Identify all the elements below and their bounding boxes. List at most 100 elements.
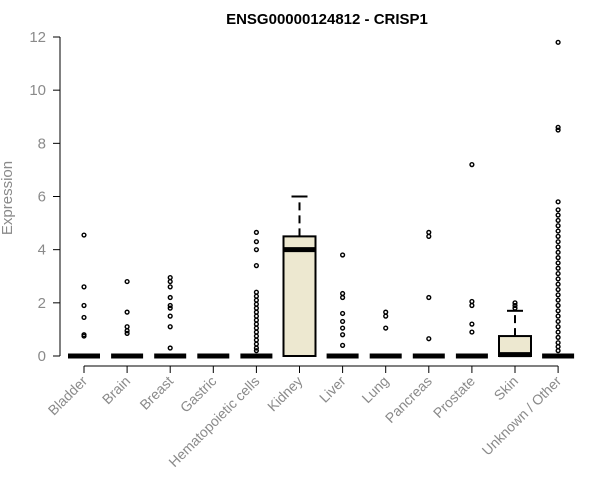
outlier-point: [253, 325, 259, 331]
box-breast: [154, 274, 187, 359]
outlier-point: [167, 305, 173, 311]
outlier-point: [253, 348, 259, 354]
x-tick-label: Lung: [358, 373, 391, 406]
outlier-point: [253, 333, 259, 339]
outlier-point: [555, 244, 561, 250]
y-tick-label: 2: [38, 295, 46, 312]
outlier-point: [167, 284, 173, 290]
outlier-point: [253, 293, 259, 299]
outlier-point: [555, 344, 561, 350]
box-liver: [326, 252, 359, 359]
outlier-point: [340, 290, 346, 297]
outlier-point: [555, 199, 561, 205]
outlier-point: [340, 294, 346, 301]
outlier-point: [555, 281, 561, 287]
outlier-point: [555, 233, 561, 239]
y-tick-label: 10: [29, 82, 46, 99]
outlier-point: [426, 336, 432, 342]
outlier-point: [383, 325, 389, 331]
box-prostate: [455, 162, 488, 359]
outlier-point: [81, 302, 87, 309]
outlier-point: [469, 162, 475, 168]
outlier-point: [253, 305, 259, 311]
outlier-point: [253, 229, 259, 235]
outlier-point: [512, 302, 518, 309]
outlier-point: [512, 300, 518, 306]
outlier-point: [253, 313, 259, 319]
outlier-point: [81, 314, 87, 321]
outlier-point: [555, 265, 561, 271]
outlier-point: [253, 345, 259, 351]
outlier-point: [426, 233, 432, 239]
box-unknown-other: [542, 39, 575, 359]
box-pancreas: [412, 229, 445, 359]
outlier-point: [253, 329, 259, 335]
outlier-point: [512, 305, 518, 311]
x-tick-label: Gastric: [177, 373, 220, 416]
outlier-point: [253, 321, 259, 327]
box-lung: [369, 309, 402, 359]
outlier-point: [469, 321, 475, 327]
y-tick-label: 12: [29, 29, 46, 46]
x-tick-label: Skin: [491, 373, 522, 404]
outlier-point: [555, 239, 561, 245]
outlier-point: [253, 309, 259, 315]
outlier-point: [555, 223, 561, 229]
outlier-point: [555, 260, 561, 266]
outlier-point: [555, 308, 561, 314]
outlier-point: [383, 313, 389, 319]
x-tick-label: Brain: [99, 373, 133, 407]
y-axis: 0 2 4 6 8 10 12: [29, 29, 61, 365]
outlier-point: [555, 249, 561, 255]
outlier-point: [426, 294, 432, 301]
outlier-point: [340, 318, 346, 325]
box-brain: [111, 278, 144, 359]
outlier-point: [555, 286, 561, 293]
box-kidney: [282, 195, 317, 357]
outlier-point: [124, 328, 130, 334]
outlier-point: [253, 337, 259, 343]
y-tick-label: 4: [38, 242, 46, 259]
outlier-point: [124, 309, 130, 315]
outlier-point: [555, 212, 561, 218]
x-tick-label: Prostate: [430, 373, 478, 421]
outlier-point: [253, 263, 259, 269]
iqr-box: [282, 235, 317, 357]
outlier-point: [340, 332, 346, 338]
chart-title: ENSG00000124812 - CRISP1: [226, 11, 428, 28]
outlier-point: [340, 342, 346, 348]
outlier-point: [167, 278, 173, 285]
outlier-point: [253, 289, 259, 295]
outlier-point: [555, 228, 561, 234]
outlier-point: [555, 340, 561, 346]
outlier-point: [469, 329, 475, 335]
box-bladder: [68, 232, 100, 359]
outlier-point: [555, 207, 561, 213]
outlier-point: [81, 284, 87, 290]
x-tick-label: Kidney: [264, 373, 306, 415]
outlier-point: [555, 329, 561, 335]
outlier-point: [81, 232, 87, 238]
outlier-point: [167, 302, 173, 309]
outlier-point: [167, 324, 173, 330]
outlier-point: [555, 302, 561, 309]
y-tick-label: 6: [38, 189, 46, 206]
outlier-point: [469, 302, 475, 309]
outlier-point: [555, 124, 561, 130]
outlier-point: [253, 301, 259, 307]
box-skin: [498, 300, 532, 358]
x-tick-label: Liver: [316, 373, 349, 406]
outlier-point: [81, 332, 87, 338]
outlier-point: [555, 313, 561, 319]
outlier-point: [555, 276, 561, 282]
outlier-point: [340, 310, 346, 317]
outlier-point: [383, 309, 389, 315]
box-hematopoietic-cells: [240, 229, 273, 359]
outlier-point: [124, 330, 130, 337]
outlier-point: [253, 317, 259, 323]
outlier-point: [426, 229, 432, 235]
y-tick-label: 0: [38, 348, 46, 365]
y-axis-label: Expression: [0, 161, 16, 235]
outlier-point: [124, 278, 130, 285]
